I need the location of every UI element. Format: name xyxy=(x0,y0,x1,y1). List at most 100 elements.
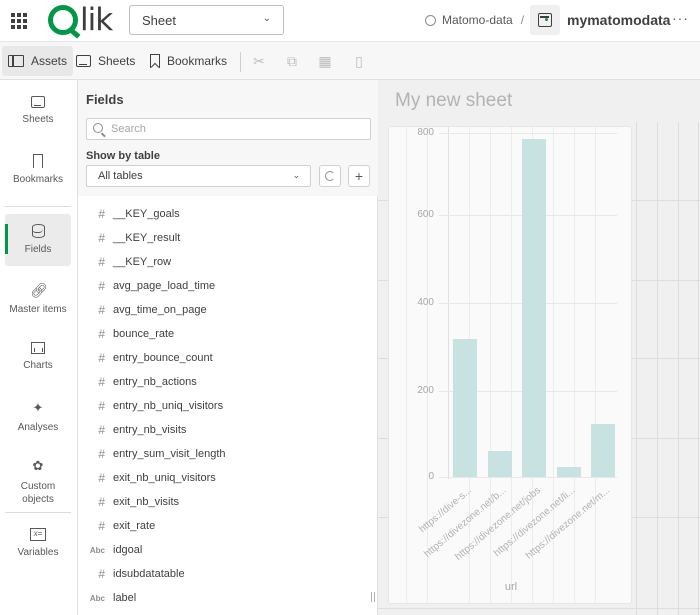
search-input[interactable] xyxy=(111,121,361,137)
sheets-button[interactable]: Sheets xyxy=(70,46,141,76)
delete-icon[interactable]: ▯ xyxy=(355,53,363,69)
search-box[interactable] xyxy=(86,118,371,140)
field-item[interactable]: # exit_nb_uniq_visitors xyxy=(78,466,378,490)
sidebar-item-master-items[interactable]: 🔗︎ Master items xyxy=(5,282,71,326)
space-link[interactable]: Matomo-data xyxy=(442,13,513,27)
field-item[interactable]: # __KEY_row xyxy=(78,250,378,274)
app-name[interactable]: mymatomodata xyxy=(567,12,671,28)
field-item[interactable]: # bounce_rate xyxy=(78,322,378,346)
field-item[interactable]: # exit_nb_visits xyxy=(78,490,378,514)
more-options-button[interactable]: ··· xyxy=(672,10,689,26)
sidebar-item-label: Master items xyxy=(9,304,67,315)
sparkle-chart-icon: ✦ xyxy=(32,400,44,415)
field-name: __KEY_row xyxy=(113,256,172,268)
table-select-value: All tables xyxy=(98,170,143,182)
field-item[interactable]: # entry_bounce_count xyxy=(78,346,378,370)
bar[interactable] xyxy=(487,451,512,477)
fields-panel-title: Fields xyxy=(86,92,124,107)
field-name: label xyxy=(113,592,137,604)
refresh-button[interactable] xyxy=(319,165,341,187)
app-icon xyxy=(538,13,552,27)
bookmarks-button[interactable]: Bookmarks xyxy=(144,46,233,76)
sidebar-item-label: Charts xyxy=(23,360,53,371)
y-tick-label: 200 xyxy=(417,385,434,396)
y-tick-label: 400 xyxy=(417,297,434,308)
sidebar-item-label: Sheets xyxy=(22,114,54,125)
field-name: entry_nb_actions xyxy=(113,376,197,388)
sidebar-item-label: Fields xyxy=(24,244,52,255)
field-item[interactable]: # avg_page_load_time xyxy=(78,274,378,298)
numeric-type-icon: # xyxy=(98,519,105,533)
y-tick-label: 0 xyxy=(428,471,434,482)
numeric-type-icon: # xyxy=(98,255,105,269)
field-item[interactable]: # entry_nb_actions xyxy=(78,370,378,394)
field-item[interactable]: # __KEY_goals xyxy=(78,202,378,226)
field-item[interactable]: # entry_nb_visits xyxy=(78,418,378,442)
bar-chart[interactable]: 800 600 400 200 0 https://dive-s... https… xyxy=(388,126,632,604)
chart-grid-line xyxy=(574,127,575,603)
y-tick-label: 800 xyxy=(417,127,434,138)
search-icon xyxy=(93,123,103,133)
sidebar-item-charts[interactable]: Charts xyxy=(5,342,71,386)
bar[interactable] xyxy=(453,338,477,477)
field-name: exit_rate xyxy=(113,520,156,532)
field-name: idgoal xyxy=(113,544,143,556)
sidebar-item-bookmarks[interactable]: Bookmarks xyxy=(5,154,71,198)
assets-button[interactable]: Assets xyxy=(2,46,74,76)
field-name: avg_time_on_page xyxy=(113,304,207,316)
mode-select-value: Sheet xyxy=(142,13,176,28)
qlik-logo[interactable]: lik xyxy=(48,1,113,38)
chart-grid-line xyxy=(427,127,428,603)
cut-icon[interactable]: ✂ xyxy=(253,53,265,69)
numeric-type-icon: # xyxy=(98,351,105,365)
table-select[interactable]: All tables ⌄ xyxy=(86,165,311,187)
sheet-title[interactable]: My new sheet xyxy=(395,90,513,111)
sheets-icon xyxy=(31,96,45,108)
app-launcher-grid-icon[interactable] xyxy=(10,11,30,31)
sidebar-item-label: Variables xyxy=(17,547,59,558)
mode-select[interactable]: Sheet ⌄ xyxy=(129,5,284,35)
app-icon-button[interactable] xyxy=(530,5,560,35)
field-name: bounce_rate xyxy=(113,328,175,340)
panel-icon xyxy=(8,55,24,67)
field-item[interactable]: Abc idgoal xyxy=(78,538,378,562)
field-item[interactable]: # idsubdatatable xyxy=(78,562,378,586)
bar[interactable] xyxy=(556,467,581,477)
copy-icon[interactable]: ⧉ xyxy=(287,53,297,69)
field-item[interactable]: # entry_sum_visit_length xyxy=(78,442,378,466)
sidebar-item-variables[interactable]: x= Variables xyxy=(5,528,71,568)
bar[interactable] xyxy=(522,139,546,477)
field-item[interactable]: # exit_rate xyxy=(78,514,378,538)
field-item[interactable]: # avg_time_on_page xyxy=(78,298,378,322)
canvas-grid-line xyxy=(636,122,637,615)
numeric-type-icon: # xyxy=(98,423,105,437)
field-name: __KEY_result xyxy=(113,232,181,244)
qlik-logo-text: lik xyxy=(80,1,113,38)
field-name: entry_nb_uniq_visitors xyxy=(113,400,224,412)
bar-chart-icon xyxy=(31,342,45,354)
add-field-button[interactable]: + xyxy=(348,165,370,187)
numeric-type-icon: # xyxy=(98,567,105,581)
toolbar: Assets Sheets Bookmarks ✂ ⧉ ▦ ▯ xyxy=(0,42,700,80)
refresh-icon xyxy=(325,171,335,181)
field-name: avg_page_load_time xyxy=(113,280,216,292)
field-item[interactable]: Abc label xyxy=(78,586,378,610)
sheet-canvas[interactable]: My new sheet 800 600 400 200 0 https://d… xyxy=(378,80,700,615)
sidebar-item-custom-objects[interactable]: ✿ Custom objects xyxy=(5,458,71,506)
numeric-type-icon: # xyxy=(98,447,105,461)
paste-icon[interactable]: ▦ xyxy=(318,53,332,69)
chart-grid-line xyxy=(511,127,512,603)
link-icon: 🔗︎ xyxy=(30,282,48,298)
field-item[interactable]: # __KEY_result xyxy=(78,226,378,250)
sidebar-item-fields[interactable]: Fields xyxy=(5,214,71,266)
field-item[interactable]: # entry_nb_uniq_visitors xyxy=(78,394,378,418)
sidebar-item-sheets[interactable]: Sheets xyxy=(5,96,71,140)
puzzle-icon: ✿ xyxy=(32,458,44,473)
numeric-type-icon: # xyxy=(98,279,105,293)
space-icon xyxy=(425,14,436,26)
numeric-type-icon: # xyxy=(98,327,105,341)
panel-resize-handle[interactable] xyxy=(371,592,375,602)
bar[interactable] xyxy=(591,424,615,477)
sidebar-item-analyses[interactable]: ✦ Analyses xyxy=(5,400,71,444)
field-name: exit_nb_uniq_visitors xyxy=(113,472,216,484)
